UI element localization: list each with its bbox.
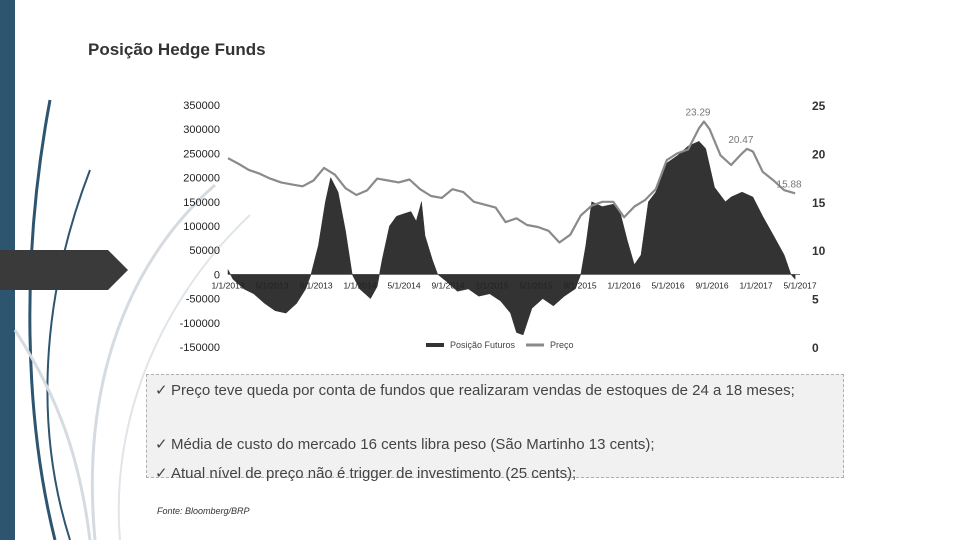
right-axis-tick-label: 10	[812, 244, 826, 258]
x-axis-tick-label: 5/1/2016	[651, 280, 684, 290]
x-axis-tick-label: 9/1/2016	[695, 280, 728, 290]
right-axis-tick-label: 15	[812, 196, 826, 210]
left-axis-tick-label: 50000	[189, 245, 220, 257]
hedge-fund-position-chart: 350000 300000 250000 200000 150000 100000 5000…	[180, 99, 826, 355]
x-axis-tick-label: 1/1/2013	[211, 280, 244, 290]
decorative-curves	[13, 99, 251, 540]
series-line-preco	[227, 120, 796, 244]
x-axis-tick-label: 5/1/2015	[519, 280, 552, 290]
left-axis-tick-label: -100000	[180, 318, 220, 330]
x-axis-tick-label: 1/1/2017	[739, 280, 772, 290]
x-axis-tick-label: 9/1/2014	[431, 280, 464, 290]
legend-swatch-preco	[526, 343, 544, 347]
x-axis-tick-label: 1/1/2014	[343, 280, 376, 290]
left-axis-tick-label: 350000	[183, 100, 220, 112]
legend-swatch-posicao-futuros	[426, 343, 444, 347]
x-axis-tick-label: 5/1/2017	[783, 280, 816, 290]
source-note: Fonte: Bloomberg/BRP	[157, 506, 250, 516]
x-axis-tick-label: 1/1/2016	[607, 280, 640, 290]
note-item: ✓ Preço teve queda por conta de fundos qu…	[155, 381, 811, 401]
series-area-posicao-futuros	[227, 140, 796, 336]
notes-box: ✓ Preço teve queda por conta de fundos qu…	[146, 374, 844, 482]
left-axis-tick-label: -50000	[186, 294, 220, 306]
right-axis-tick-label: 5	[812, 293, 819, 307]
left-axis-tick-label: 250000	[183, 148, 220, 160]
x-axis-tick-label: 5/1/2013	[255, 280, 288, 290]
left-axis-tick-label: 200000	[183, 173, 220, 185]
check-icon: ✓	[155, 465, 168, 482]
note-text: Média de custo do mercado 16 cents libra…	[171, 436, 655, 453]
right-axis-tick-label: 25	[812, 99, 826, 113]
right-axis-tick-label: 20	[812, 147, 826, 161]
data-label: 23.29	[685, 108, 710, 119]
legend-label-preco: Preço	[550, 340, 574, 350]
note-item: ✓ Média de custo do mercado 16 cents libr…	[155, 435, 655, 455]
arrow-tab	[0, 250, 128, 290]
left-axis-tick-label: 150000	[183, 197, 220, 209]
slide-title: Posição Hedge Funds	[88, 40, 266, 59]
note-item: ✓ Atual nível de preço não é trigger de i…	[155, 464, 576, 484]
check-icon: ✓	[155, 436, 168, 453]
note-text: Atual nível de preço não é trigger de in…	[171, 465, 577, 482]
x-axis-tick-label: 9/1/2015	[563, 280, 596, 290]
x-axis-tick-label: 5/1/2014	[387, 280, 420, 290]
check-icon: ✓	[155, 382, 168, 399]
left-axis-tick-label: 0	[214, 269, 220, 281]
legend-label-posicao-futuros: Posição Futuros	[450, 340, 516, 350]
left-axis-tick-label: 300000	[183, 124, 220, 136]
left-axis-tick-label: 100000	[183, 221, 220, 233]
data-label: 15.88	[777, 179, 802, 190]
note-text: Preço teve queda por conta de fundos que…	[171, 382, 795, 399]
right-axis-tick-label: 0	[812, 341, 819, 355]
data-label: 20.47	[728, 135, 753, 146]
x-axis-tick-label: 9/1/2013	[299, 280, 332, 290]
left-axis-tick-label: -150000	[180, 342, 220, 354]
x-axis-tick-label: 1/1/2015	[475, 280, 508, 290]
